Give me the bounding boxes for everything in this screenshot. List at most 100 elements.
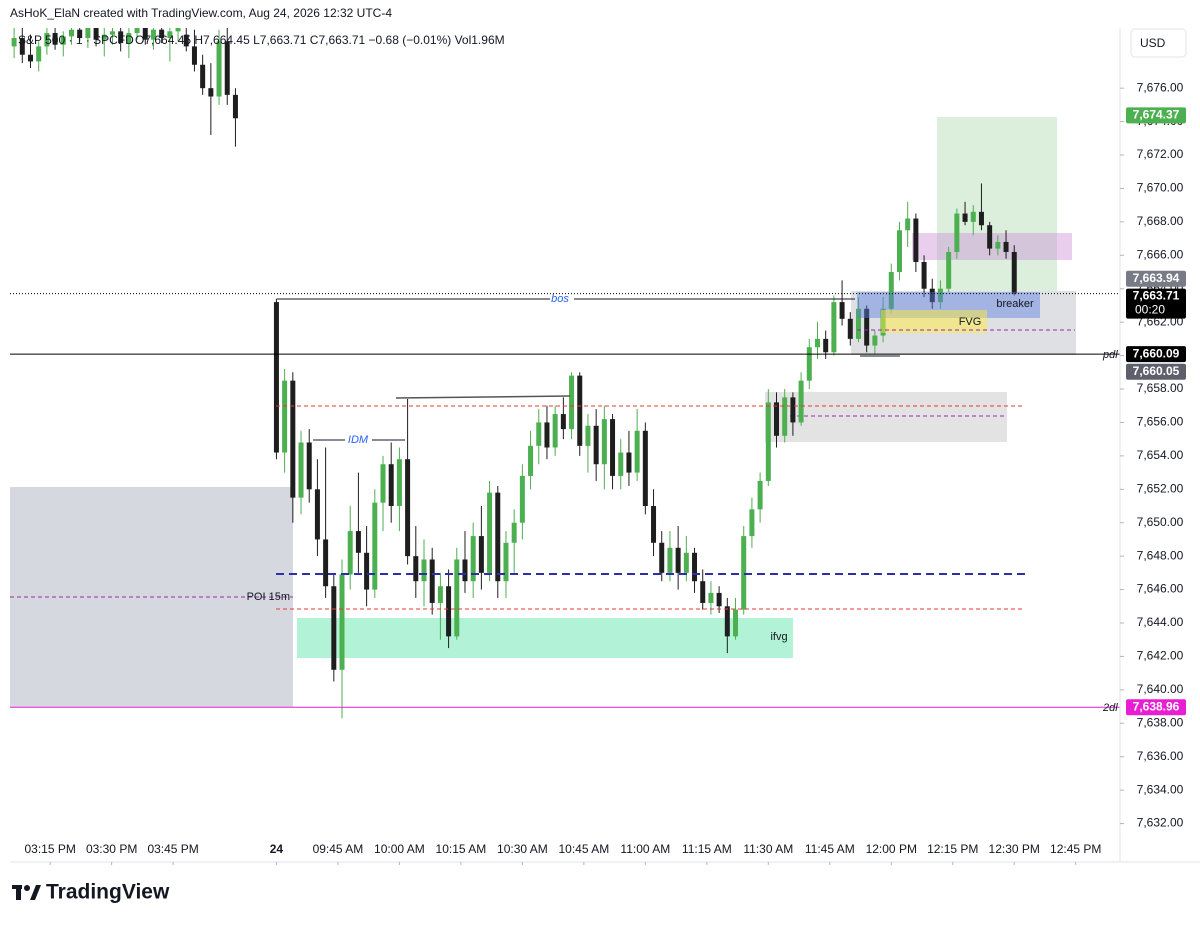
candle-body xyxy=(913,218,919,262)
candle-body xyxy=(667,547,673,573)
price-lines xyxy=(10,293,1120,708)
candle-body xyxy=(52,33,58,45)
candle-body xyxy=(823,338,829,353)
candle-body xyxy=(487,492,493,573)
candle-body xyxy=(872,335,878,346)
candle-body xyxy=(314,489,320,540)
x-tick-label: 11:30 AM xyxy=(743,842,793,856)
ifvg-label: ifvg xyxy=(770,631,787,643)
candle-body xyxy=(470,536,476,582)
price-tag xyxy=(1126,346,1186,363)
x-tick-label: 03:45 PM xyxy=(147,842,198,856)
pdl-label: pdl xyxy=(1102,349,1118,361)
x-tick-label: 03:15 PM xyxy=(24,842,75,856)
x-tick-label: 11:15 AM xyxy=(682,842,732,856)
x-tick-label: 12:45 PM xyxy=(1050,842,1101,856)
candle-body xyxy=(847,318,853,339)
logo-mark xyxy=(24,885,30,891)
price-tag xyxy=(1126,288,1186,319)
currency[interactable]: USD xyxy=(1140,36,1166,50)
candle-body xyxy=(995,241,1001,249)
candle-body xyxy=(642,430,648,507)
candle-body xyxy=(27,54,33,62)
candle-body xyxy=(962,213,968,222)
price-tag-label: 7,638.96 xyxy=(1133,699,1180,713)
high-line xyxy=(395,395,571,399)
candle-body xyxy=(216,41,222,97)
candle-body xyxy=(11,38,17,47)
candle-body xyxy=(610,419,616,476)
candle-body xyxy=(44,33,50,47)
candle-body xyxy=(896,230,902,273)
candle-body xyxy=(175,28,181,32)
x-tick-label: 09:45 AM xyxy=(313,842,364,856)
logo-mark xyxy=(16,885,21,900)
price-tag-label: 7,663.94 xyxy=(1133,271,1180,285)
candle-body xyxy=(446,586,452,637)
candle-body xyxy=(601,419,607,465)
candles xyxy=(11,28,1017,719)
drawings: bos IDM POI 15m ifvg breaker FVG xyxy=(247,292,1075,643)
candle-body xyxy=(126,33,132,44)
symbol: S&P 500 · 1 · SPCFD xyxy=(18,33,134,47)
y-tick-label: 7,634.00 xyxy=(1137,782,1184,796)
candle-body xyxy=(806,347,812,381)
candle-body xyxy=(364,552,370,590)
candle-body xyxy=(782,397,788,436)
x-tick-label: 12:15 PM xyxy=(927,842,978,856)
x-tick-label: 12:30 PM xyxy=(989,842,1040,856)
candle-body xyxy=(946,251,952,289)
candle-body xyxy=(159,29,165,39)
x-tick-label: 24 xyxy=(270,842,284,856)
candle-body xyxy=(290,380,296,498)
x-tick-label: 10:15 AM xyxy=(436,842,487,856)
y-tick-label: 7,668.00 xyxy=(1137,214,1184,228)
y-tick-label: 7,676.00 xyxy=(1137,80,1184,94)
candle-body xyxy=(355,531,361,553)
zone-box xyxy=(765,392,1007,442)
plot: bos IDM POI 15m ifvg breaker FVG xyxy=(10,28,1120,719)
candle-body xyxy=(224,41,230,95)
candle-body xyxy=(495,492,501,582)
y-tick-label: 7,636.00 xyxy=(1137,749,1184,763)
candle-body xyxy=(101,34,107,40)
price-tag xyxy=(1126,107,1186,124)
currency-button[interactable] xyxy=(1130,28,1187,58)
candle-body xyxy=(593,425,599,465)
candle-body xyxy=(191,46,197,65)
candle-body xyxy=(536,422,542,446)
candle-body xyxy=(864,308,870,346)
candle-body xyxy=(388,464,394,507)
y-tick-label: 7,650.00 xyxy=(1137,515,1184,529)
y-tick-label: 7,652.00 xyxy=(1137,481,1184,495)
y-tick-label: 7,632.00 xyxy=(1137,816,1184,830)
y-tick-label: 7,656.00 xyxy=(1137,415,1184,429)
candle-body xyxy=(544,422,550,448)
dl2-label: 2dl xyxy=(1102,702,1118,714)
candle-body xyxy=(519,475,525,523)
candle-body xyxy=(683,552,689,573)
candle-body xyxy=(134,28,140,34)
candle-body xyxy=(987,225,993,249)
candle-body xyxy=(626,452,632,473)
candle-body xyxy=(724,606,730,637)
candle-body xyxy=(978,211,984,226)
candle-body xyxy=(405,459,411,557)
candle-body xyxy=(954,213,960,252)
candle-body xyxy=(167,31,173,39)
candle-body xyxy=(814,338,820,348)
idm-label: IDM xyxy=(348,434,369,446)
candle-body xyxy=(339,574,345,670)
x-tick-label: 10:30 AM xyxy=(497,842,548,856)
candle-body xyxy=(150,29,156,40)
candle-body xyxy=(733,609,739,637)
candle-body xyxy=(273,302,279,453)
label-bg xyxy=(345,433,372,447)
candle-body xyxy=(692,552,698,582)
candle-body xyxy=(429,559,435,603)
logo-mark xyxy=(30,885,41,900)
x-tick-label: 03:30 PM xyxy=(86,842,137,856)
candle-body xyxy=(765,402,771,481)
